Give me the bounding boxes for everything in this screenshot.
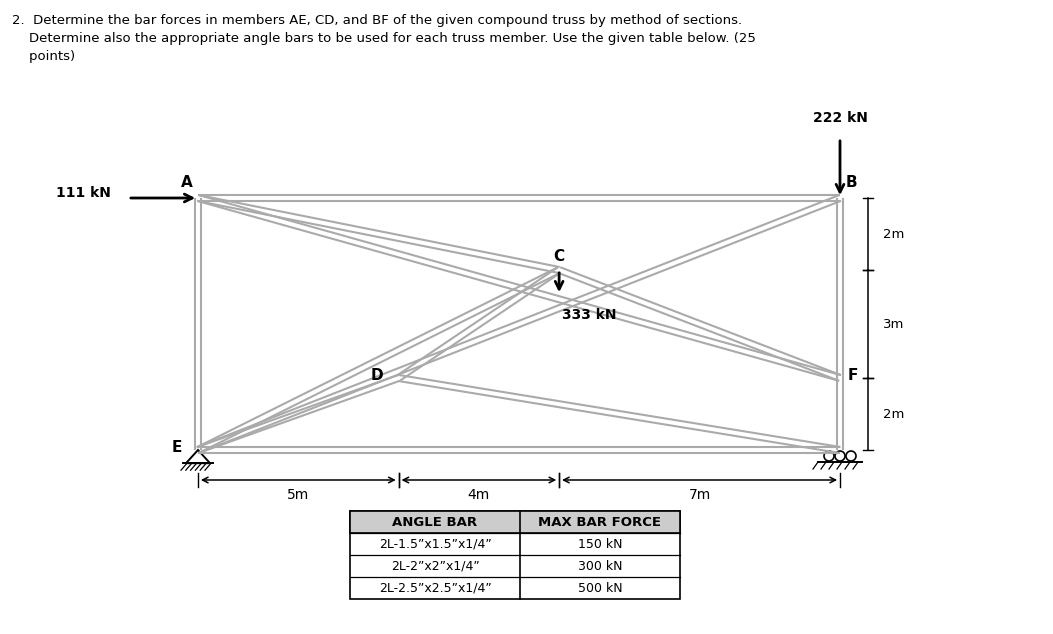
FancyBboxPatch shape xyxy=(350,511,680,599)
Text: 3m: 3m xyxy=(883,318,905,330)
FancyBboxPatch shape xyxy=(350,511,680,533)
Text: 2m: 2m xyxy=(883,408,905,420)
Text: 2L-1.5”x1.5”x1/4”: 2L-1.5”x1.5”x1/4” xyxy=(379,538,492,550)
Text: 300 kN: 300 kN xyxy=(578,559,622,573)
Text: 2L-2”x2”x1/4”: 2L-2”x2”x1/4” xyxy=(391,559,479,573)
Text: 4m: 4m xyxy=(468,488,490,502)
Text: 2m: 2m xyxy=(883,228,905,240)
Text: F: F xyxy=(848,368,858,383)
Text: MAX BAR FORCE: MAX BAR FORCE xyxy=(538,515,661,529)
Text: D: D xyxy=(371,368,383,383)
Text: Determine also the appropriate angle bars to be used for each truss member. Use : Determine also the appropriate angle bar… xyxy=(12,32,756,45)
Text: 2L-2.5”x2.5”x1/4”: 2L-2.5”x2.5”x1/4” xyxy=(379,581,492,595)
Text: A: A xyxy=(181,176,193,190)
Text: points): points) xyxy=(12,50,75,63)
Text: C: C xyxy=(554,249,564,264)
Text: E: E xyxy=(172,439,182,455)
Text: 222 kN: 222 kN xyxy=(813,111,868,125)
Text: 7m: 7m xyxy=(689,488,711,502)
Text: 5m: 5m xyxy=(287,488,310,502)
Text: 2.  Determine the bar forces in members AE, CD, and BF of the given compound tru: 2. Determine the bar forces in members A… xyxy=(12,14,742,27)
Text: ANGLE BAR: ANGLE BAR xyxy=(393,515,478,529)
Text: B: B xyxy=(846,176,857,190)
Text: 333 kN: 333 kN xyxy=(562,308,616,322)
Text: 500 kN: 500 kN xyxy=(578,581,622,595)
Text: 150 kN: 150 kN xyxy=(578,538,622,550)
Text: 111 kN: 111 kN xyxy=(56,186,111,200)
